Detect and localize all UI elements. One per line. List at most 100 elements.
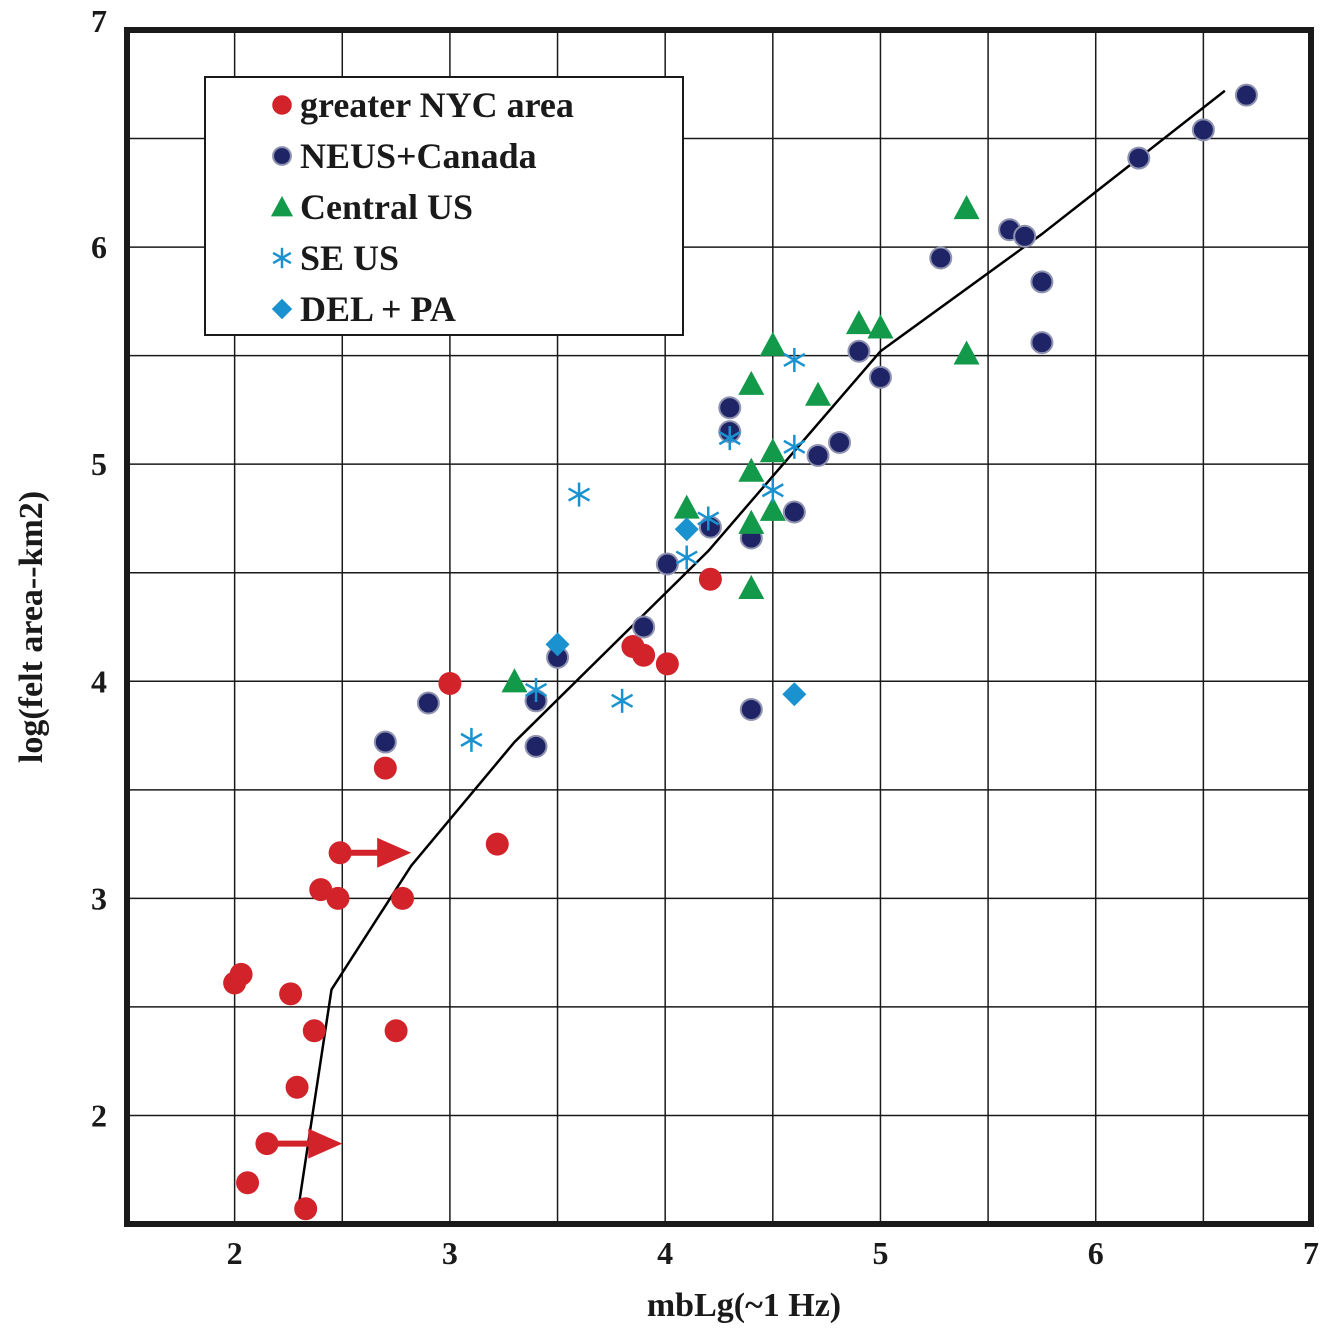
point-neus-canada <box>1234 83 1258 107</box>
asterisk-stroke <box>272 251 292 265</box>
point-se-us <box>783 347 806 372</box>
y-tick-label: 5 <box>91 446 107 482</box>
asterisk-stroke <box>568 487 591 502</box>
point-greater-nyc-area <box>632 643 656 667</box>
point-neus-canada <box>929 246 953 270</box>
point-neus-canada <box>847 339 871 363</box>
point-se-us <box>611 688 634 713</box>
x-tick-label: 6 <box>1088 1235 1104 1271</box>
point-se-us <box>761 478 784 503</box>
point-greater-nyc-area <box>255 1132 279 1156</box>
point-neus-canada <box>1127 146 1151 170</box>
point-greater-nyc-area <box>279 982 303 1006</box>
legend: greater NYC area NEUS+Canada Central US SE … <box>204 76 684 336</box>
point-neus-canada <box>655 552 679 576</box>
y-tick-labels: 2 3 4 5 6 7 <box>91 3 107 1133</box>
legend-label-del-pa: DEL + PA <box>300 289 456 329</box>
y-axis-label: log(felt area--km2) <box>13 491 50 763</box>
x-axis-label: mbLg(~1 Hz) <box>647 1287 841 1324</box>
point-neus-canada <box>782 500 806 524</box>
point-central-us <box>845 310 872 335</box>
point-neus-canada <box>718 396 742 420</box>
asterisk-stroke <box>460 732 483 747</box>
point-se-us <box>697 506 720 531</box>
point-neus-canada <box>1030 270 1054 294</box>
arrow-head <box>308 1128 343 1159</box>
legend-marker-central-us <box>270 195 294 217</box>
point-central-us <box>759 438 786 463</box>
point-central-us <box>759 331 786 356</box>
point-greater-nyc-area <box>236 1171 260 1195</box>
y-tick-label: 3 <box>91 880 107 916</box>
asterisk-stroke <box>675 550 698 565</box>
point-del-pa <box>545 632 570 657</box>
point-central-us <box>953 340 980 365</box>
legend-marker-greater-nyc-area <box>272 95 292 115</box>
point-neus-canada <box>739 697 763 721</box>
fit-line <box>297 89 1226 1203</box>
point-del-pa <box>674 517 699 542</box>
asterisk-stroke <box>611 693 634 708</box>
y-tick-label: 6 <box>91 229 107 265</box>
point-neus-canada <box>806 443 830 467</box>
asterisk-stroke <box>783 439 806 454</box>
legend-marker-se-us <box>272 247 292 269</box>
asterisk-stroke <box>761 483 784 498</box>
point-se-us <box>524 677 548 702</box>
point-greater-nyc-area <box>373 756 397 780</box>
legend-marker-del-pa <box>271 298 293 320</box>
point-greater-nyc-area <box>391 886 415 910</box>
y-tick-label: 4 <box>91 663 107 699</box>
point-central-us <box>867 314 894 339</box>
point-neus-canada <box>1030 331 1054 355</box>
point-greater-nyc-area <box>309 878 333 902</box>
point-central-us <box>805 381 832 406</box>
legend-items: greater NYC area NEUS+Canada Central US SE … <box>270 85 574 329</box>
point-del-pa <box>782 682 807 707</box>
point-se-us <box>675 545 698 570</box>
legend-label-central-us: Central US <box>300 187 473 227</box>
point-greater-nyc-area <box>655 652 679 676</box>
legend-label-se-us: SE US <box>300 238 399 278</box>
point-greater-nyc-area <box>302 1019 326 1043</box>
point-greater-nyc-area <box>328 841 352 865</box>
point-central-us <box>501 668 528 693</box>
point-greater-nyc-area <box>485 832 509 856</box>
point-se-us <box>783 434 806 459</box>
x-tick-label: 7 <box>1303 1235 1319 1271</box>
point-central-us <box>738 370 765 395</box>
point-neus-canada <box>868 365 892 389</box>
asterisk-stroke <box>524 682 548 698</box>
point-central-us <box>738 574 765 599</box>
point-neus-canada <box>1191 118 1215 142</box>
point-neus-canada <box>828 430 852 454</box>
point-greater-nyc-area <box>384 1019 408 1043</box>
x-tick-label: 3 <box>442 1235 458 1271</box>
point-se-us <box>568 482 591 507</box>
point-central-us <box>738 457 765 482</box>
asterisk-stroke <box>697 511 720 526</box>
point-greater-nyc-area <box>229 962 253 986</box>
point-greater-nyc-area <box>438 671 462 695</box>
asterisk-stroke <box>783 352 806 368</box>
x-tick-label: 4 <box>657 1235 673 1271</box>
x-tick-label: 5 <box>872 1235 888 1271</box>
grid-lines <box>127 30 1311 1224</box>
point-greater-nyc-area <box>285 1075 309 1099</box>
y-tick-label: 7 <box>91 3 107 39</box>
arrow-head <box>377 837 412 868</box>
point-neus-canada <box>416 691 440 715</box>
legend-marker-neus-canada <box>272 146 292 166</box>
legend-label-greater-nyc-area: greater NYC area <box>300 85 574 125</box>
point-se-us <box>460 727 483 752</box>
point-greater-nyc-area <box>294 1197 318 1221</box>
point-neus-canada <box>1013 224 1037 248</box>
point-greater-nyc-area <box>326 886 350 910</box>
point-central-us <box>759 496 786 521</box>
plot-frame <box>124 27 1314 1227</box>
asterisk-stroke <box>718 431 741 446</box>
data-points <box>223 83 1258 1221</box>
point-neus-canada <box>524 734 548 758</box>
point-central-us <box>738 509 765 534</box>
